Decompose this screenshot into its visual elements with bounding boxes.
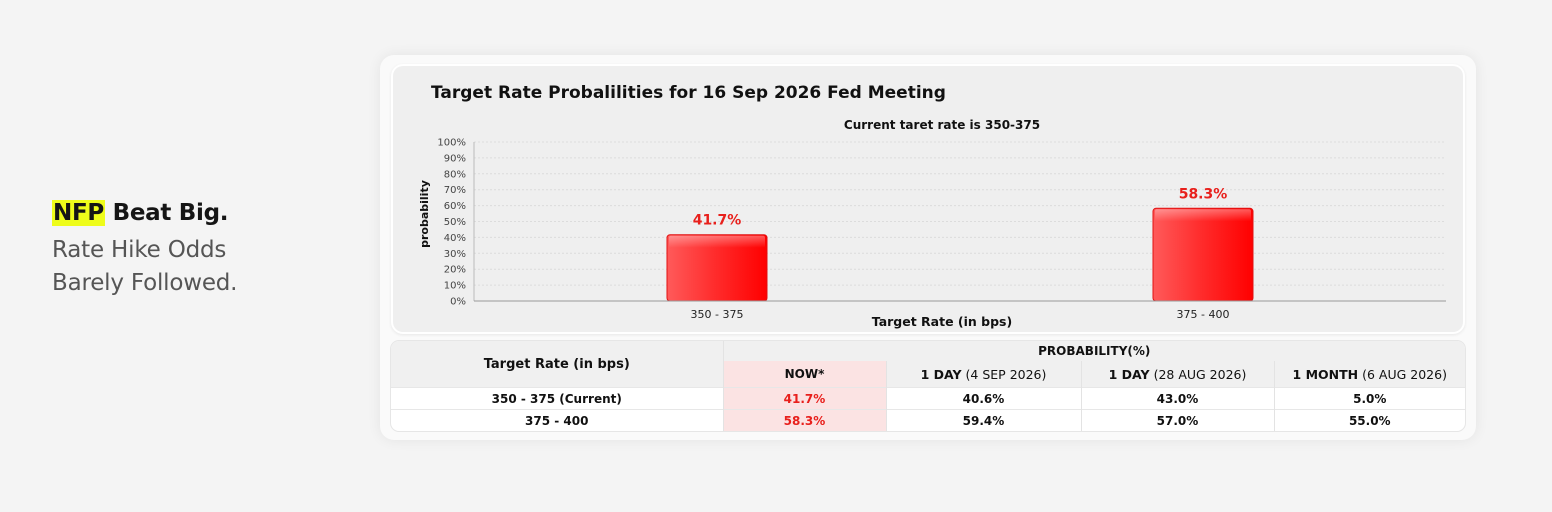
row-rate: 375 - 400 [391, 409, 723, 431]
chart-title: Target Rate Probalilities for 16 Sep 202… [431, 83, 946, 103]
chart-gridlines [474, 141, 1446, 286]
bar-chart: 0% 10% 20% 30% 40% 50% 60% 70% 80% 90% 100% 41.7% 5… [418, 138, 1446, 329]
chart-bars: 41.7% 58.3% [666, 186, 1254, 302]
table-row: 350 - 375 (Current) 41.7% 40.6% 43.0% 5.… [391, 387, 1465, 410]
cell-1day-4sep: 40.6% [885, 387, 1081, 410]
bar-data-label: 41.7% [693, 213, 742, 229]
rate-column-header: Target Rate (in bps) [391, 341, 724, 388]
column-header-1day-4sep: 1 DAY (4 SEP 2026) [885, 361, 1081, 388]
column-header-1month: 1 MONTH (6 AUG 2026) [1273, 361, 1465, 388]
probability-table-wrap: Target Rate (in bps) PROBABILITY(%) NOW*… [391, 341, 1465, 431]
cell-now: 41.7% [722, 387, 886, 410]
y-tick-label: 40% [444, 233, 466, 244]
cell-1day-4sep: 59.4% [885, 409, 1081, 431]
y-tick-label: 0% [450, 297, 466, 308]
cell-1month: 55.0% [1273, 409, 1465, 431]
chart-panel [391, 64, 1465, 334]
probability-group-header: PROBABILITY(%) [723, 341, 1465, 361]
y-tick-label: 90% [444, 153, 466, 164]
bar-highlight [669, 235, 765, 248]
x-tick-label: 375 - 400 [1177, 308, 1230, 321]
y-tick-label: 70% [444, 185, 466, 196]
probability-table: Target Rate (in bps) PROBABILITY(%) NOW*… [391, 341, 1465, 431]
y-tick-label: 20% [444, 265, 466, 276]
headline-title-rest: Beat Big. [104, 200, 229, 226]
column-header-now: NOW* [722, 361, 886, 388]
cell-1month: 5.0% [1273, 387, 1465, 410]
cell-now: 58.3% [722, 409, 886, 431]
bar-data-label: 58.3% [1179, 186, 1228, 202]
y-axis-label: probability [418, 180, 431, 248]
x-axis-ticks: 350 - 375 375 - 400 [691, 308, 1230, 321]
headline: NFP Beat Big. Rate Hike Odds Barely Foll… [52, 200, 352, 300]
x-axis-label: Target Rate (in bps) [872, 314, 1012, 329]
headline-subtitle: Rate Hike Odds Barely Followed. [52, 234, 352, 300]
y-tick-label: 50% [444, 217, 466, 228]
y-tick-label: 80% [444, 169, 466, 180]
headline-subtitle-line2: Barely Followed. [52, 270, 238, 296]
table-group-header-row: Target Rate (in bps) PROBABILITY(%) [391, 341, 1465, 388]
y-tick-label: 60% [444, 201, 466, 212]
cell-1day-28aug: 43.0% [1080, 387, 1274, 410]
y-tick-label: 100% [437, 138, 466, 149]
row-rate: 350 - 375 (Current) [391, 387, 723, 410]
y-axis-ticks: 0% 10% 20% 30% 40% 50% 60% 70% 80% 90% 100% [437, 138, 466, 308]
headline-title: NFP Beat Big. [52, 200, 352, 226]
chart-subtitle: Current taret rate is 350-375 [843, 118, 1041, 132]
y-tick-label: 10% [444, 281, 466, 292]
column-header-1day-28aug: 1 DAY (28 AUG 2026) [1080, 361, 1274, 388]
bar [1152, 207, 1254, 302]
y-tick-label: 30% [444, 249, 466, 260]
cell-1day-28aug: 57.0% [1080, 409, 1274, 431]
x-tick-label: 350 - 375 [691, 308, 744, 321]
bar-highlight [1155, 209, 1251, 222]
chart-subtitle-wrap: Current taret rate is 350-375 [0, 118, 1552, 132]
headline-subtitle-line1: Rate Hike Odds [52, 237, 227, 263]
headline-highlight: NFP [52, 200, 105, 226]
table-row: 375 - 400 58.3% 59.4% 57.0% 55.0% [391, 409, 1465, 431]
table-column-header-row: NOW* 1 DAY (4 SEP 2026) 1 DAY (28 AUG 20… [391, 361, 1465, 388]
